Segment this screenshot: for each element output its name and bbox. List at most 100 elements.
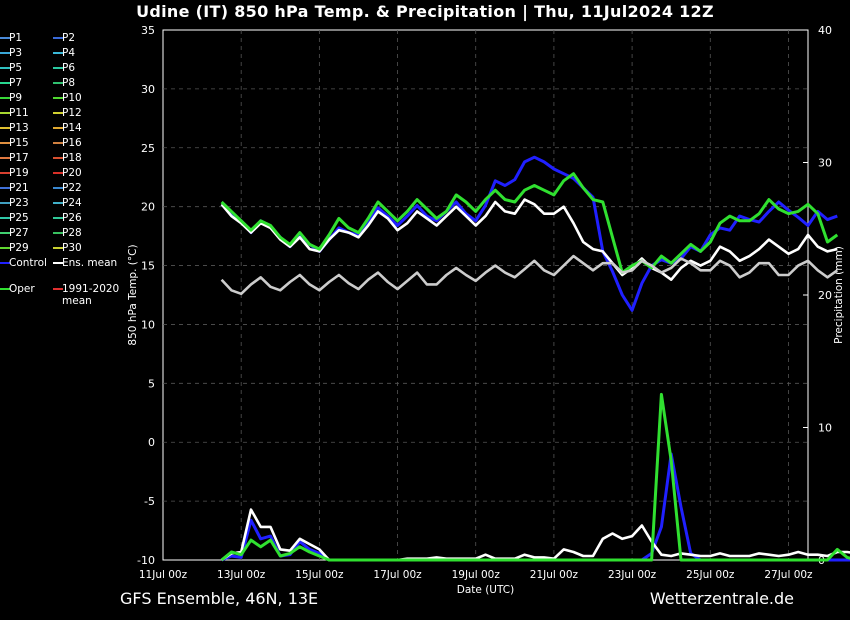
legend-swatch [53,82,63,84]
y2-tick-label: 10 [818,422,832,435]
legend-label: Ens. mean [62,257,118,269]
x-tick-label: 27Jul 00z [764,569,813,581]
temp-line-oper [220,172,839,275]
y2-tick-label: 40 [818,24,832,37]
legend-swatch [53,52,63,54]
legend-swatch [53,157,63,159]
legend-swatch [53,187,63,189]
legend-swatch [0,202,10,204]
legend-swatch [0,217,10,219]
x-tick-label: 17Jul 00z [373,569,422,581]
y-tick-label: 35 [141,24,155,37]
y-tick-label: 5 [148,377,155,390]
legend-label: P18 [62,152,82,164]
legend-label: P22 [62,182,82,194]
legend-swatch [0,52,10,54]
legend-label: P7 [9,77,23,89]
y-tick-label: 0 [148,436,155,449]
legend-swatch [53,217,63,219]
legend-label: Oper [9,282,35,295]
y-axis-title: 850 hPa Temp. (°C) [127,244,139,345]
legend-swatch [0,172,10,174]
legend-label: P25 [9,212,29,224]
x-tick-label: 15Jul 00z [295,569,344,581]
legend-swatch [0,187,10,189]
y2-axis-title: Precipitation (mm) [833,246,845,344]
legend-swatch [0,287,10,290]
x-tick-label: 13Jul 00z [217,569,266,581]
legend-label: P9 [9,92,23,104]
legend-label: P3 [9,47,23,59]
y-tick-label: 25 [141,142,155,155]
legend-label: P16 [62,137,82,149]
legend-label: P6 [62,62,76,74]
legend-swatch [53,287,63,290]
legend-label: P15 [9,137,29,149]
x-tick-label: 25Jul 00z [686,569,735,581]
legend-label: P12 [62,107,82,119]
legend-swatch [53,97,63,99]
temp-line-ens-mean [220,198,838,282]
legend-label: P28 [62,227,82,239]
x-tick-label: 23Jul 00z [608,569,657,581]
legend-label: P14 [62,122,82,134]
y-tick-label: 30 [141,83,155,96]
legend-label: P30 [62,242,82,254]
x-tick-label: 21Jul 00z [530,569,579,581]
legend-swatch [0,157,10,159]
y-tick-label: 20 [141,201,155,214]
model-label: GFS Ensemble, 46N, 13E [120,589,319,608]
source-label: Wetterzentrale.de [649,589,794,608]
legend-label: P29 [9,242,29,254]
legend-label: P19 [9,167,29,179]
legend-label: P24 [62,197,82,209]
legend-label: P17 [9,152,29,164]
y-tick-label: -5 [144,495,155,508]
legend-label: P8 [62,77,76,89]
legend-swatch [0,127,10,129]
chart-title: Udine (IT) 850 hPa Temp. & Precipitation… [136,2,714,21]
legend-label: P10 [62,92,82,104]
legend-swatch [53,262,63,264]
legend-swatch [0,247,10,249]
legend-swatch [53,127,63,129]
legend-label: P21 [9,182,29,194]
plot-area [162,29,809,561]
legend-swatch [0,232,10,234]
temp-line-1991-2020-mean [220,254,839,296]
legend-swatch [53,112,63,114]
legend-swatch [0,97,10,99]
legend-swatch [53,202,63,204]
precip-line-oper [220,392,850,562]
x-tick-label: 19Jul 00z [452,569,501,581]
legend-label: P13 [9,122,29,134]
legend-swatch [0,262,10,264]
legend-swatch [0,82,10,84]
legend-label: P1 [9,32,23,44]
legend-label: 1991-2020 mean [62,282,120,307]
x-axis-title: Date (UTC) [457,584,514,596]
legend-label: Control [9,257,47,269]
legend-label: P11 [9,107,29,119]
y2-tick-label: 30 [818,157,832,170]
legend-label: P20 [62,167,82,179]
legend-label: P23 [9,197,29,209]
x-tick-label: 11Jul 00z [139,569,188,581]
legend-label: P4 [62,47,76,59]
legend-swatch [53,172,63,174]
legend-swatch [53,232,63,234]
legend-swatch [53,142,63,144]
legend-label: P27 [9,227,29,239]
y-tick-label: -10 [137,554,155,567]
legend-swatch [0,142,10,144]
legend-swatch [53,37,63,39]
legend-label: P2 [62,32,76,44]
legend-label: P5 [9,62,23,74]
legend-swatch [0,67,10,69]
legend-swatch [53,67,63,69]
legend-label: P26 [62,212,82,224]
legend-swatch [53,247,63,249]
y-tick-label: 10 [141,318,155,331]
y-tick-label: 15 [141,260,155,273]
